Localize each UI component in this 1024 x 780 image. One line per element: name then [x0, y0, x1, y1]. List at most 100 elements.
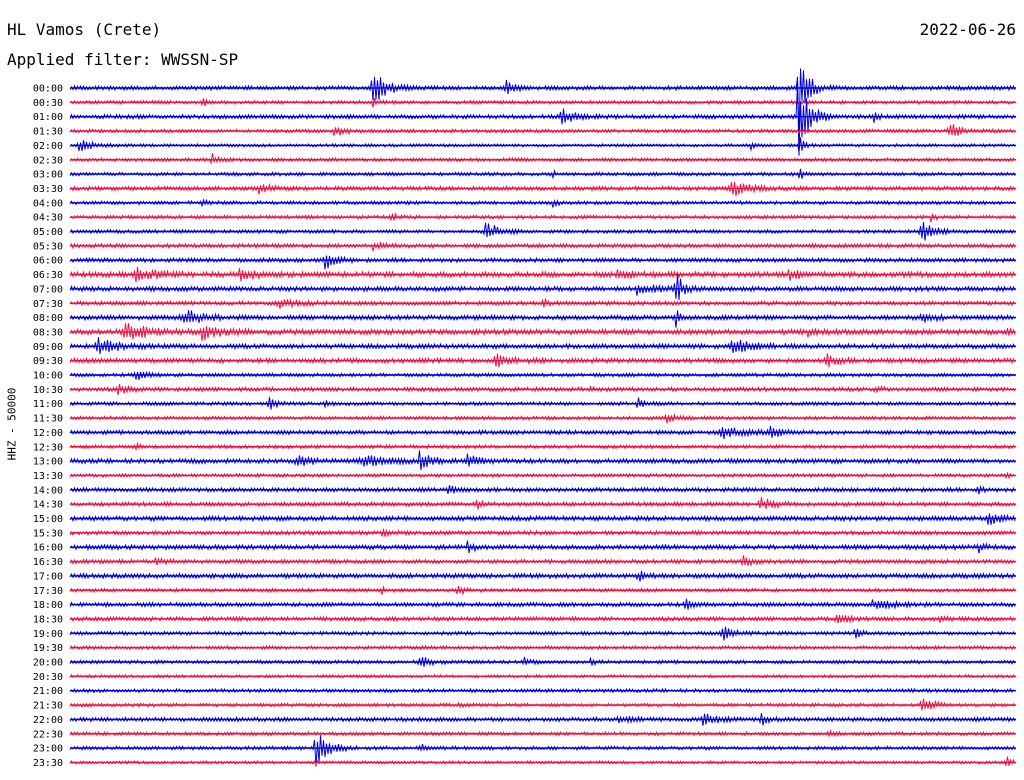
trace-0930 [69, 353, 1016, 368]
time-tick-label: 21:00 [33, 686, 63, 697]
trace-0000 [69, 68, 1016, 139]
trace-0800 [69, 309, 1016, 328]
trace-1500 [69, 513, 1016, 525]
time-tick-label: 01:00 [33, 112, 63, 123]
trace-0530 [69, 241, 1016, 252]
trace-0830 [69, 323, 1016, 341]
channel-axis-label: HHZ - 50000 [5, 387, 19, 461]
time-tick-label: 20:30 [33, 672, 63, 683]
time-tick-label: 20:00 [33, 658, 63, 669]
trace-1730 [69, 585, 1016, 596]
time-tick-label: 03:30 [33, 184, 63, 195]
time-tick-label: 12:30 [33, 442, 63, 453]
time-tick-label: 02:00 [33, 141, 63, 152]
time-tick-label: 09:30 [33, 356, 63, 367]
time-tick-label: 14:00 [33, 485, 63, 496]
trace-0630 [69, 266, 1016, 283]
trace-1130 [69, 412, 1016, 424]
date-label: 2022-06-26 [919, 20, 1016, 39]
time-tick-label: 13:00 [33, 457, 63, 468]
trace-1000 [69, 370, 1016, 380]
time-tick-label: 04:00 [33, 198, 63, 209]
time-tick-label: 06:00 [33, 256, 63, 267]
trace-1700 [69, 570, 1016, 582]
time-tick-label: 04:30 [33, 213, 63, 224]
trace-1930 [69, 644, 1016, 651]
time-tick-label: 13:30 [33, 471, 63, 482]
trace-1030 [69, 384, 1016, 396]
trace-1300 [69, 450, 1016, 471]
time-tick-label: 15:00 [33, 514, 63, 525]
trace-1530 [69, 528, 1016, 538]
time-tick-label: 07:30 [33, 299, 63, 310]
seismic-traces [69, 68, 1016, 767]
time-tick-label: 18:00 [33, 600, 63, 611]
time-tick-label: 16:30 [33, 557, 63, 568]
time-tick-label: 03:00 [33, 170, 63, 181]
time-tick-label: 15:30 [33, 528, 63, 539]
trace-0200 [69, 137, 1016, 152]
trace-2130 [69, 698, 1016, 711]
time-tick-label: 10:00 [33, 371, 63, 382]
trace-2330 [69, 756, 1016, 766]
time-tick-label: 11:30 [33, 414, 63, 425]
trace-0400 [69, 198, 1016, 208]
time-tick-label: 08:00 [33, 313, 63, 324]
time-tick-label: 10:30 [33, 385, 63, 396]
time-tick-label: 22:00 [33, 715, 63, 726]
time-tick-label: 07:00 [33, 284, 63, 295]
trace-0900 [69, 337, 1016, 355]
time-tick-label: 01:30 [33, 127, 63, 138]
trace-1430 [69, 497, 1016, 510]
trace-1600 [69, 540, 1016, 554]
trace-1830 [69, 614, 1016, 624]
time-tick-label: 19:30 [33, 643, 63, 654]
trace-1900 [69, 626, 1016, 641]
time-tick-label: 18:30 [33, 614, 63, 625]
time-tick-label: 23:00 [33, 744, 63, 755]
trace-0330 [69, 181, 1016, 197]
trace-2230 [69, 729, 1016, 738]
time-axis-labels: 00:00 00:30 01:00 01:30 02:00 02:30 03:00 03:30… [33, 84, 63, 769]
trace-0500 [69, 221, 1016, 241]
time-tick-label: 19:00 [33, 629, 63, 640]
trace-0030 [69, 97, 1016, 108]
time-tick-label: 00:30 [33, 98, 63, 109]
trace-2000 [69, 656, 1016, 667]
trace-0130 [69, 124, 1016, 136]
time-tick-label: 17:30 [33, 586, 63, 597]
time-tick-label: 21:30 [33, 701, 63, 712]
trace-2200 [69, 712, 1016, 726]
time-tick-label: 16:00 [33, 543, 63, 554]
time-tick-label: 05:00 [33, 227, 63, 238]
trace-0230 [69, 153, 1016, 166]
filter-label: Applied filter: WWSSN-SP [7, 50, 239, 69]
time-tick-label: 09:00 [33, 342, 63, 353]
time-tick-label: 08:30 [33, 327, 63, 338]
trace-1800 [69, 598, 1016, 610]
time-tick-label: 22:30 [33, 729, 63, 740]
time-tick-label: 02:30 [33, 155, 63, 166]
time-tick-label: 17:00 [33, 571, 63, 582]
trace-1330 [69, 471, 1016, 480]
trace-0730 [69, 298, 1016, 309]
trace-0100 [69, 83, 1016, 156]
time-tick-label: 23:30 [33, 758, 63, 769]
trace-2100 [69, 687, 1016, 694]
trace-1400 [69, 484, 1016, 495]
trace-0430 [69, 212, 1016, 223]
time-tick-label: 12:00 [33, 428, 63, 439]
trace-1230 [69, 441, 1016, 452]
trace-1200 [69, 425, 1016, 440]
time-tick-label: 11:00 [33, 399, 63, 410]
time-tick-label: 00:00 [33, 84, 63, 95]
trace-0600 [69, 255, 1016, 270]
station-title: HL Vamos (Crete) [7, 20, 162, 39]
time-tick-label: 06:30 [33, 270, 63, 281]
trace-0700 [69, 274, 1016, 301]
time-tick-label: 05:30 [33, 241, 63, 252]
trace-1630 [69, 555, 1016, 568]
trace-0300 [69, 168, 1016, 180]
time-tick-label: 14:30 [33, 500, 63, 511]
